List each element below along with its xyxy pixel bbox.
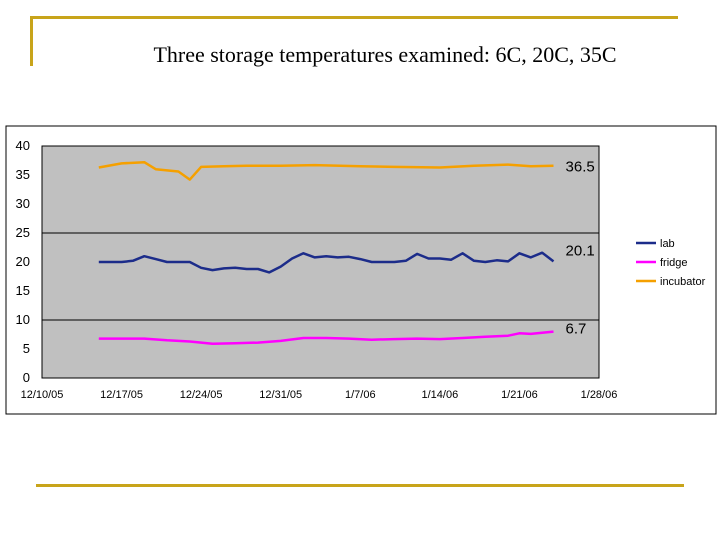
x-tick-label: 1/21/06: [501, 389, 538, 401]
left-rule: [30, 16, 33, 66]
y-tick-label: 40: [16, 138, 30, 153]
series-line-incubator: [98, 160, 554, 181]
series-line-fridge: [98, 330, 554, 346]
y-tick-label: 10: [16, 312, 30, 327]
top-rule: [30, 16, 678, 19]
x-tick-label: 12/24/05: [180, 389, 223, 401]
series-line-lab: [98, 251, 555, 274]
x-tick-label: 12/31/05: [259, 389, 302, 401]
y-tick-label: 5: [23, 341, 30, 356]
legend-label-fridge: fridge: [660, 257, 688, 269]
end-label-incubator: 36.5: [566, 159, 595, 176]
slide-title: Three storage temperatures examined: 6C,…: [153, 42, 617, 67]
bottom-rule: [36, 484, 684, 487]
y-tick-label: 30: [16, 196, 30, 211]
x-tick-label: 1/14/06: [422, 389, 459, 401]
y-tick-label: 20: [16, 254, 30, 269]
legend-label-lab: lab: [660, 238, 675, 250]
y-tick-label: 0: [23, 370, 30, 385]
x-tick-label: 1/7/06: [345, 389, 376, 401]
x-tick-label: 12/17/05: [100, 389, 143, 401]
legend-label-incubator: incubator: [660, 276, 706, 288]
y-tick-label: 15: [16, 283, 30, 298]
y-tick-label: 35: [16, 167, 30, 182]
x-tick-label: 12/10/05: [21, 389, 64, 401]
end-label-fridge: 6.7: [566, 321, 587, 338]
end-label-lab: 20.1: [566, 242, 595, 259]
x-tick-label: 1/28/06: [581, 389, 618, 401]
y-tick-label: 25: [16, 225, 30, 240]
